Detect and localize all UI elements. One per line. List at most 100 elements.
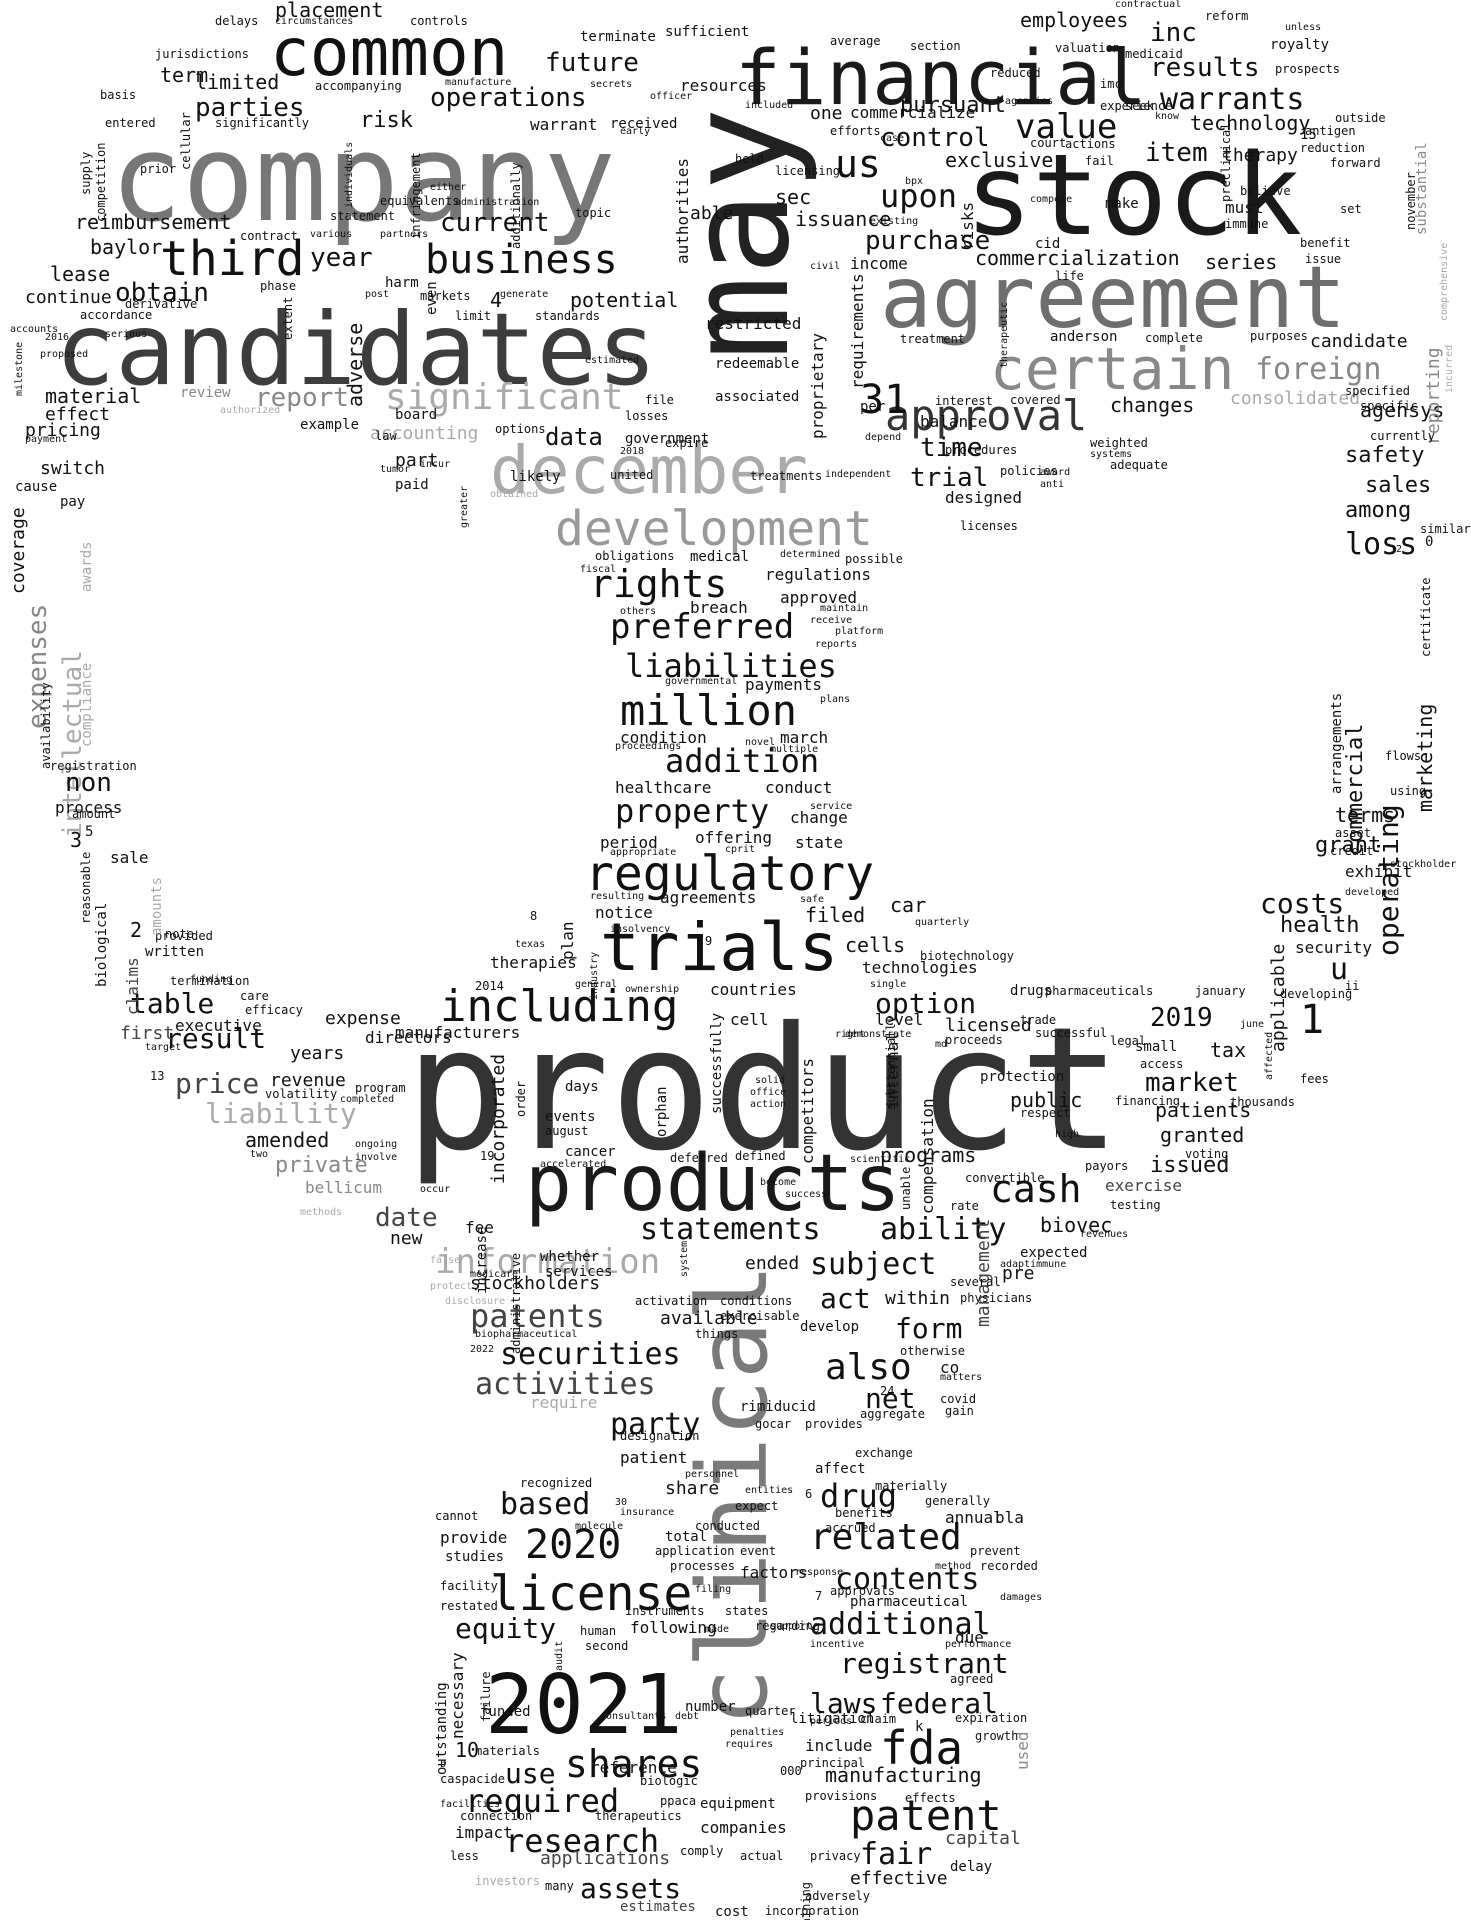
- cloud-word: generate: [500, 289, 549, 300]
- cloud-word: anderson: [1050, 329, 1118, 345]
- cloud-word: limited: [195, 70, 280, 94]
- cloud-word: drug: [820, 1477, 898, 1515]
- cloud-word: fail: [1085, 154, 1114, 168]
- cloud-word: lease: [50, 262, 111, 286]
- cloud-word: equipment: [700, 1796, 776, 1812]
- cloud-word: requirements: [848, 273, 867, 390]
- cloud-word: significant: [385, 377, 624, 418]
- cloud-word: exhibit: [1345, 862, 1413, 881]
- cloud-word: circumstances: [275, 16, 354, 27]
- cloud-word: future: [545, 48, 639, 78]
- cloud-word: failure: [479, 1671, 493, 1723]
- cloud-word: use: [505, 1757, 556, 1790]
- cloud-word: performance: [945, 1639, 1012, 1650]
- cloud-word: 6: [805, 1487, 813, 1501]
- cloud-word: depend: [865, 432, 902, 443]
- cloud-word: industry: [589, 951, 600, 1000]
- cloud-word: reform: [1205, 9, 1249, 23]
- cloud-word: milestone: [14, 341, 25, 396]
- cloud-word: medical: [690, 549, 750, 565]
- cloud-word: stockholder: [1390, 859, 1457, 870]
- cloud-word: deferred: [670, 1151, 728, 1165]
- cloud-word: statements: [640, 1212, 821, 1247]
- cloud-word: shares: [565, 1742, 703, 1786]
- cloud-word: days: [565, 1079, 599, 1095]
- cloud-word: human: [580, 1624, 617, 1638]
- cloud-word: second: [585, 1639, 629, 1653]
- cloud-word: accompanying: [315, 79, 402, 93]
- cloud-word: sufficient: [665, 24, 750, 40]
- cloud-word: trials: [600, 909, 839, 986]
- cloud-word: property: [615, 792, 770, 830]
- cloud-word: million: [620, 686, 798, 735]
- cloud-word: loss: [1345, 527, 1418, 562]
- cloud-word: process: [55, 798, 123, 817]
- cloud-word: penalties: [730, 1727, 785, 1738]
- cloud-word: outside: [1335, 111, 1386, 125]
- cloud-word: january: [1195, 984, 1246, 998]
- cloud-word: provide: [440, 1528, 508, 1547]
- cloud-word: able: [690, 203, 734, 224]
- cloud-word: cells: [845, 933, 906, 957]
- cloud-word: exercise: [1105, 1176, 1183, 1195]
- cloud-word: annual: [945, 1508, 1003, 1527]
- cloud-word: prevent: [970, 1544, 1021, 1558]
- cloud-word: false: [430, 1255, 461, 1266]
- cloud-word: gocar: [755, 1417, 792, 1431]
- cloud-word: therapies: [490, 953, 577, 972]
- cloud-word: early: [620, 126, 651, 137]
- cloud-word: demonstrate: [845, 1029, 912, 1040]
- cloud-word: ended: [745, 1253, 800, 1274]
- cloud-word: restated: [440, 1599, 498, 1613]
- cloud-word: generally: [925, 1494, 991, 1508]
- cloud-word: file: [645, 393, 674, 407]
- cloud-word: conduct: [765, 778, 833, 797]
- cloud-word: amounts: [149, 876, 165, 936]
- cloud-word: event: [740, 1544, 777, 1558]
- cloud-word: provides: [805, 1417, 863, 1431]
- cloud-word: involve: [355, 1152, 398, 1163]
- cloud-word: bellicum: [305, 1178, 383, 1197]
- cloud-word: unless: [1285, 22, 1322, 33]
- cloud-word: office: [750, 1087, 787, 1098]
- cloud-word: report: [255, 383, 349, 413]
- cloud-word: success: [785, 1189, 828, 1200]
- cloud-word: laws: [810, 1687, 878, 1720]
- cloud-word: consultants: [600, 1711, 667, 1722]
- cloud-word: non: [65, 768, 112, 798]
- cloud-word: interest: [935, 394, 993, 408]
- cloud-word: treatments: [750, 469, 823, 483]
- cloud-word: board: [395, 407, 438, 423]
- cloud-word: therapy: [1222, 145, 1298, 166]
- cloud-word: accordance: [80, 308, 153, 322]
- cloud-word: liabilities: [625, 647, 837, 685]
- cloud-word: stock: [965, 131, 1303, 261]
- cloud-word: term: [160, 63, 209, 87]
- cloud-word: harm: [385, 275, 419, 291]
- cloud-word: k: [915, 1719, 924, 1735]
- cloud-word: weighted: [1090, 436, 1148, 450]
- cloud-word: proceedings: [615, 741, 682, 752]
- cloud-word: volatility: [265, 1087, 338, 1101]
- cloud-word: comprehensive: [1439, 242, 1450, 321]
- cloud-word: 9: [705, 934, 713, 948]
- cloud-word: legal: [1110, 1034, 1147, 1048]
- cloud-word: care: [240, 989, 269, 1003]
- cloud-word: personnel: [685, 1469, 740, 1480]
- cloud-word: based: [500, 1487, 591, 1522]
- cloud-word: held: [735, 152, 764, 166]
- cloud-word: requires: [725, 1739, 774, 1750]
- cloud-word: delay: [950, 1859, 993, 1875]
- cloud-word: partners: [380, 229, 429, 240]
- cloud-word: securities: [500, 1337, 681, 1372]
- cloud-word: serious: [105, 329, 148, 340]
- cloud-word: protection: [980, 1069, 1065, 1085]
- cloud-word: delays: [215, 14, 259, 28]
- cloud-word: covered: [1010, 393, 1061, 407]
- cloud-word: data: [545, 423, 603, 451]
- cloud-word: share: [665, 1478, 720, 1499]
- cloud-word: government: [625, 431, 710, 447]
- cloud-word: provisions: [805, 1789, 878, 1803]
- cloud-word: effect: [45, 404, 111, 425]
- cloud-word: offering: [695, 828, 773, 847]
